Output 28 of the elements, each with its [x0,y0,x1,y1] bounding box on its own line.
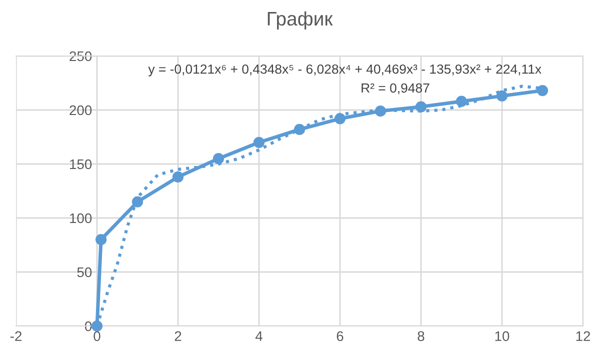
x-tick-label: 12 [576,331,590,341]
y-tick-label: 150 [70,159,92,170]
x-tick-label: 6 [336,331,344,342]
chart-title: График [268,11,333,30]
point [91,320,103,332]
annotation: y = -0,0121x⁶ + 0,4348x⁵ - 6,028x⁴ + 40,469x³ - 135,93x² + 224,11x [148,64,542,76]
point [172,171,184,183]
y-tick-label: 200 [70,105,92,116]
point [536,85,548,96]
x-tick-label: 10 [495,331,510,342]
point [212,153,224,164]
point [456,96,468,107]
x-tick-label: -2 [10,331,22,341]
x-tick-label: 2 [174,331,182,341]
point [294,124,306,135]
annotation: R² = 0,9487 [362,83,430,94]
y-tick-label: 50 [77,267,92,278]
point [496,90,508,102]
x-tick-label: 0 [94,331,100,342]
point [415,101,427,112]
x-tick-label: 8 [418,331,424,342]
y-tick-label: 100 [70,213,92,224]
point [132,196,144,208]
x-tick-label: 4 [255,331,262,341]
point [374,106,386,117]
point [334,113,346,124]
point [253,136,265,148]
point [95,234,107,246]
